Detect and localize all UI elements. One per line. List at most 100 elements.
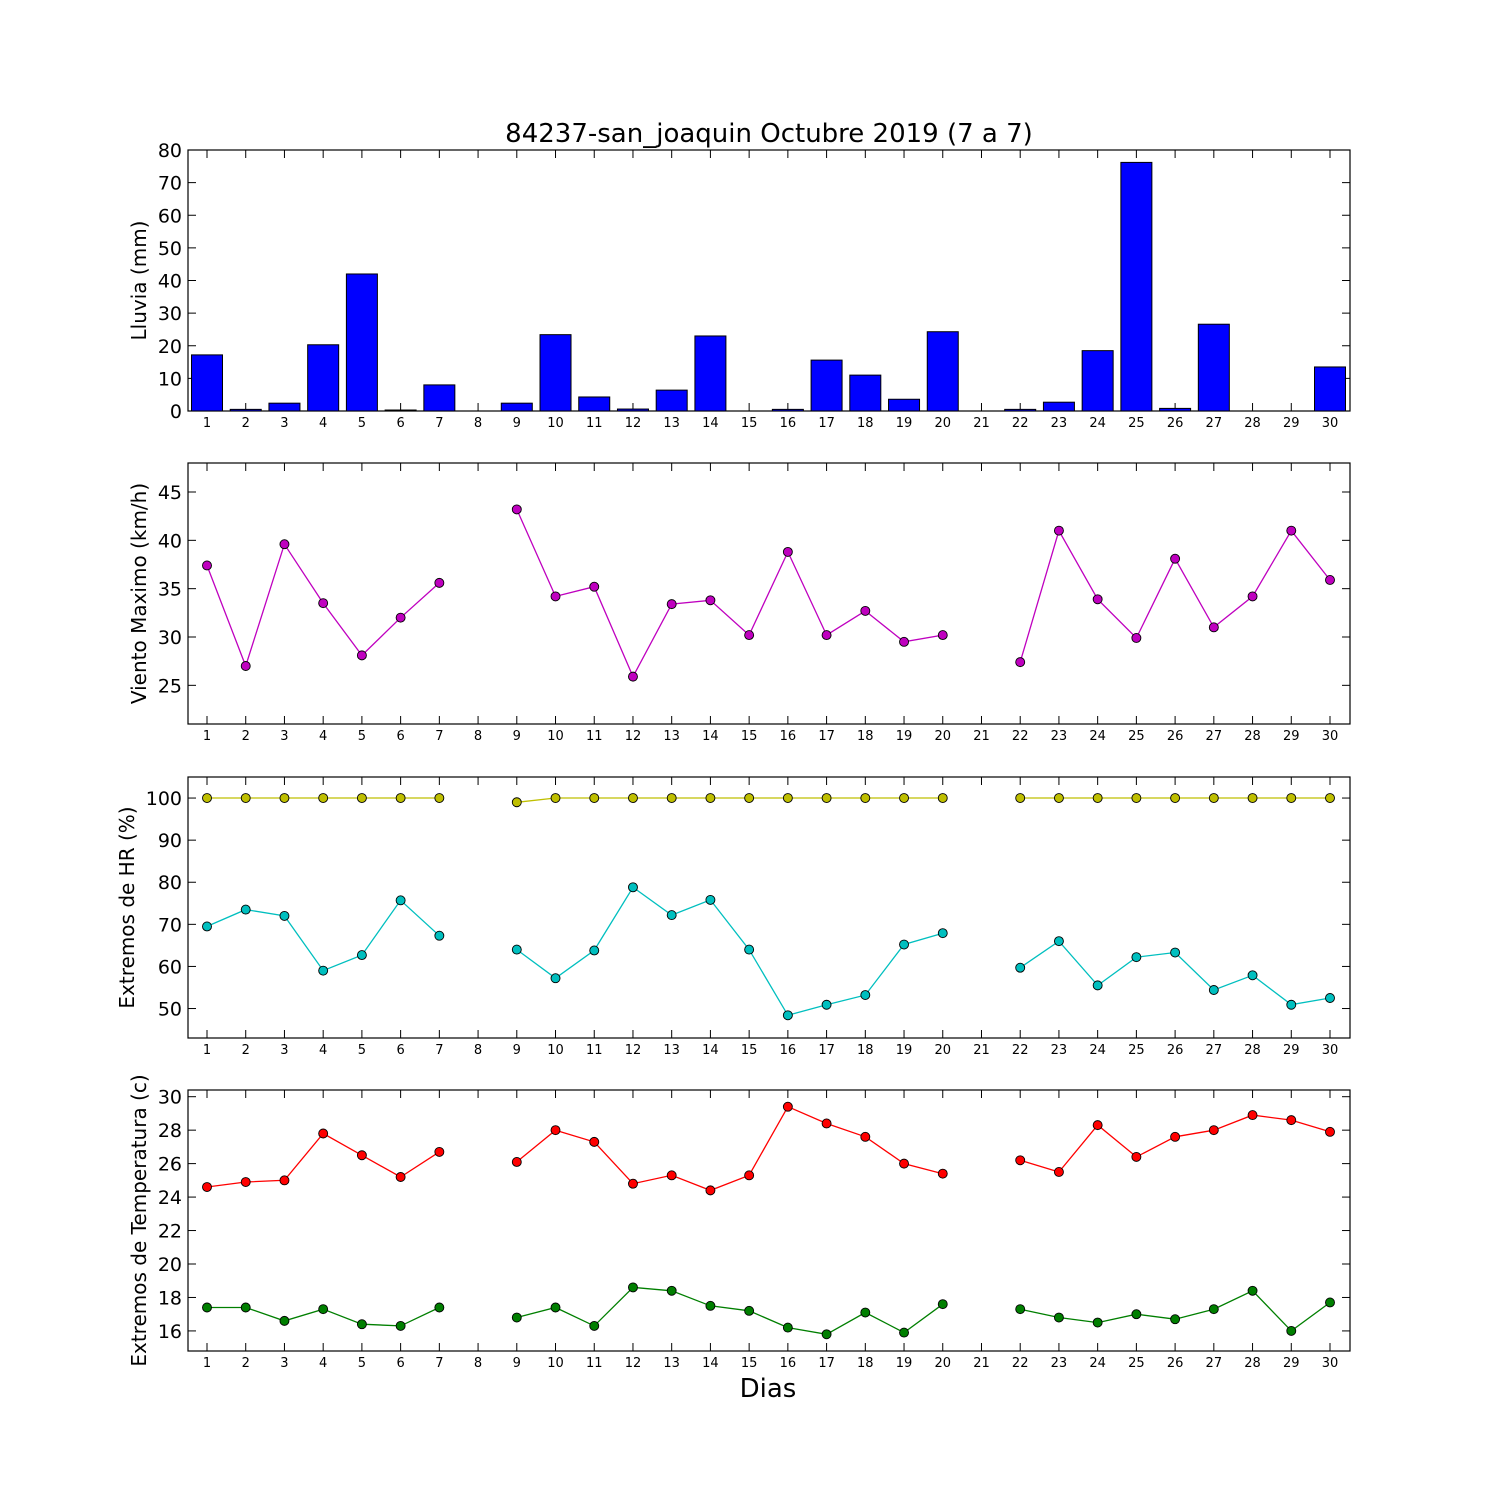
x-tick-label: 22	[1012, 1356, 1029, 1371]
x-tick-label: 30	[1322, 1043, 1339, 1058]
point	[1170, 1314, 1181, 1325]
x-tick-label: 17	[818, 416, 835, 431]
x-tick-label: 29	[1283, 416, 1300, 431]
x-tick-label: 20	[934, 1356, 951, 1371]
x-tick-label: 9	[513, 1356, 521, 1371]
point	[1208, 1125, 1219, 1136]
point	[1092, 594, 1103, 605]
plot-frame	[187, 1089, 1351, 1352]
point	[628, 882, 638, 893]
point	[395, 895, 406, 906]
x-tick-label: 18	[857, 1043, 874, 1058]
y-tick-label: 24	[158, 1187, 182, 1209]
x-tick-label: 13	[663, 729, 680, 744]
point	[782, 1101, 793, 1112]
point	[395, 1320, 406, 1331]
point	[240, 1177, 251, 1187]
x-tick-label: 28	[1244, 729, 1261, 744]
x-tick-label: 22	[1012, 729, 1029, 744]
x-tick-label: 9	[513, 729, 521, 744]
point	[550, 973, 561, 984]
x-tick-label: 8	[474, 416, 482, 431]
y-tick-label: 20	[158, 336, 182, 358]
point	[628, 1282, 638, 1293]
bar	[1042, 401, 1075, 412]
x-tick-label: 24	[1089, 1043, 1106, 1058]
point	[318, 1128, 329, 1139]
point	[1092, 980, 1103, 991]
bar	[578, 396, 611, 412]
point	[356, 650, 367, 661]
point	[1325, 575, 1335, 585]
x-tick-label: 19	[896, 1356, 913, 1371]
point	[705, 1185, 716, 1196]
point	[240, 793, 251, 803]
y-tick-label: 28	[158, 1120, 182, 1142]
point	[1208, 622, 1219, 633]
point	[821, 1118, 832, 1129]
x-tick-label: 25	[1128, 416, 1145, 431]
x-tick-label: 25	[1128, 729, 1145, 744]
x-tick-label: 20	[934, 1043, 951, 1058]
point	[279, 1175, 290, 1186]
point	[821, 793, 832, 803]
x-tick-label: 23	[1051, 1356, 1068, 1371]
plot-frame	[187, 776, 1351, 1039]
x-tick-label: 21	[973, 416, 990, 431]
x-tick-label: 18	[857, 416, 874, 431]
point	[705, 595, 716, 606]
point	[628, 793, 638, 803]
bar	[307, 344, 340, 412]
x-tick-label: 10	[547, 1356, 564, 1371]
point	[1015, 1304, 1026, 1315]
x-tick-label: 5	[358, 1043, 366, 1058]
point	[1208, 793, 1219, 803]
x-tick-label: 30	[1322, 1356, 1339, 1371]
x-tick-label: 8	[474, 729, 482, 744]
point	[899, 1158, 909, 1169]
point	[744, 1305, 755, 1316]
x-tick-label: 12	[625, 729, 642, 744]
y-tick-label: 80	[158, 872, 182, 894]
x-axis-label: Dias	[740, 1374, 797, 1404]
x-tick-label: 20	[934, 416, 951, 431]
x-tick-label: 28	[1244, 1356, 1261, 1371]
point	[744, 793, 755, 803]
plot-frame	[187, 462, 1351, 725]
x-tick-label: 6	[396, 1356, 404, 1371]
x-tick-label: 29	[1283, 729, 1300, 744]
x-tick-label: 23	[1051, 729, 1068, 744]
x-tick-label: 15	[741, 416, 758, 431]
x-tick-label: 14	[702, 729, 719, 744]
point	[937, 1299, 948, 1310]
x-tick-label: 5	[358, 416, 366, 431]
x-tick-label: 5	[358, 729, 366, 744]
y-tick-label: 60	[158, 956, 182, 978]
y-tick-label: 26	[158, 1154, 182, 1176]
x-tick-label: 10	[547, 1043, 564, 1058]
point	[860, 1307, 871, 1318]
point	[1170, 947, 1181, 958]
point	[1053, 793, 1064, 803]
bar	[1197, 323, 1230, 412]
x-tick-label: 24	[1089, 416, 1106, 431]
x-tick-label: 27	[1206, 416, 1223, 431]
point	[1208, 985, 1219, 995]
bar	[655, 389, 688, 412]
y-tick-label: 80	[158, 140, 182, 162]
y-tick-label: 40	[158, 530, 182, 552]
bar	[888, 398, 921, 412]
x-tick-label: 18	[857, 1356, 874, 1371]
point	[202, 560, 212, 571]
point	[1131, 793, 1142, 803]
x-tick-label: 14	[702, 416, 719, 431]
point	[550, 793, 561, 803]
point	[782, 546, 793, 557]
point	[279, 539, 290, 550]
x-tick-label: 2	[242, 729, 250, 744]
x-tick-label: 3	[280, 1043, 288, 1058]
